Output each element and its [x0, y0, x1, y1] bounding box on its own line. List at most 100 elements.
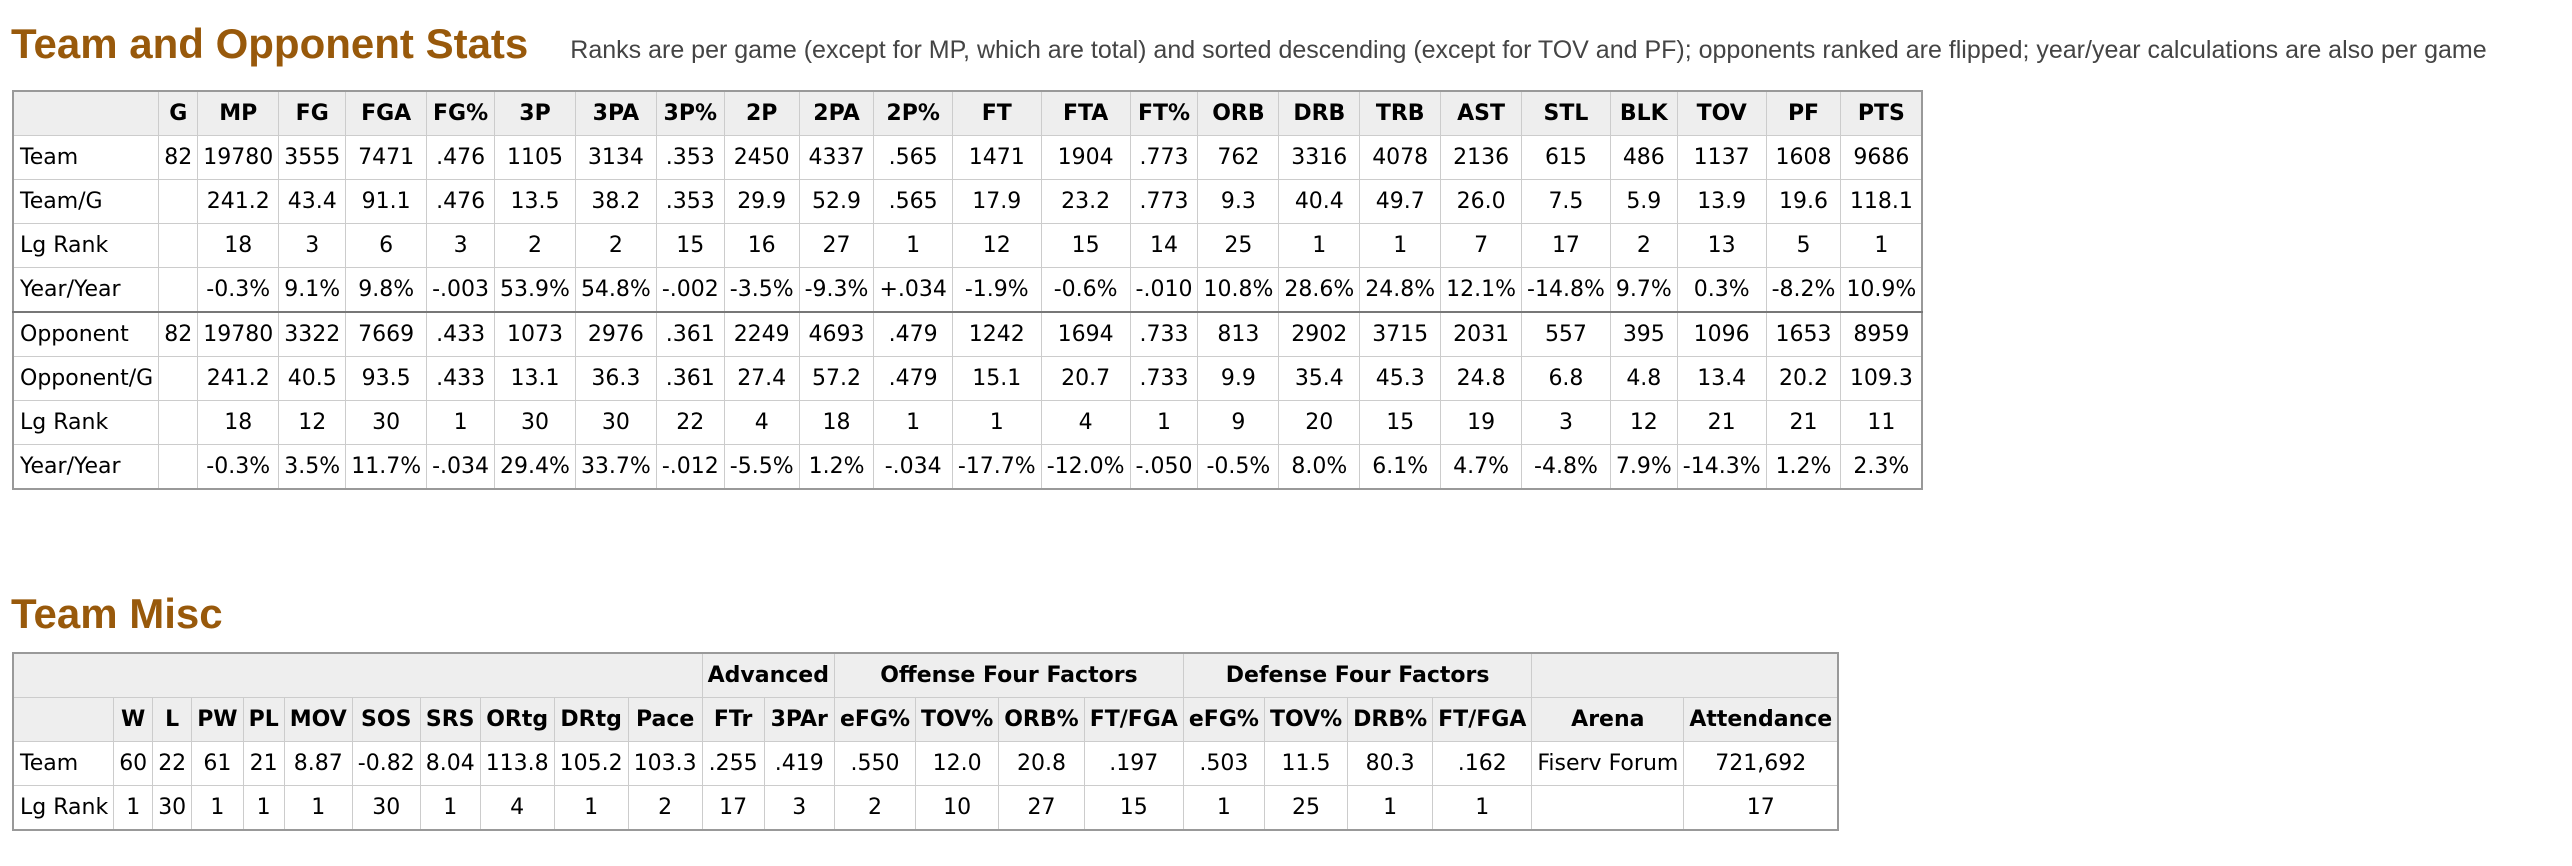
- stats-cell: 15.1: [951, 356, 1042, 401]
- stats-cell: 30: [574, 400, 657, 445]
- misc-header-ft-fga[interactable]: FT/FGA: [1432, 697, 1533, 742]
- stats-header-fga[interactable]: FGA: [345, 90, 428, 136]
- misc-header-drtg[interactable]: DRtg: [553, 697, 629, 742]
- stats-cell: 82: [158, 135, 199, 180]
- stats-cell: 1471: [951, 135, 1042, 180]
- stats-cell: .361: [655, 311, 725, 357]
- stats-header-drb[interactable]: DRB: [1278, 90, 1361, 136]
- stats-cell: 2902: [1278, 311, 1361, 357]
- stats-cell: 1608: [1765, 135, 1842, 180]
- stats-cell: 109.3: [1840, 356, 1923, 401]
- stats-row: Lg Rank 18 12 30 1 30 30 22 4 18 1 1 4 1 9 20 15 19 3 12 21 2…: [12, 400, 1923, 445]
- stats-row-label: Opponent: [12, 311, 160, 357]
- misc-header-l[interactable]: L: [152, 697, 193, 742]
- misc-cell: 1: [113, 785, 154, 831]
- stats-header-orb[interactable]: ORB: [1197, 90, 1280, 136]
- misc-cell: 1: [1432, 785, 1533, 831]
- stats-cell: 241.2: [197, 179, 280, 224]
- stats-header-ast[interactable]: AST: [1440, 90, 1523, 136]
- stats-cell: -17.7%: [951, 444, 1042, 490]
- stats-cell: 30: [494, 400, 576, 445]
- misc-header-arena[interactable]: Arena: [1531, 697, 1685, 742]
- stats-row: Year/Year -0.3% 9.1% 9.8% -.003 53.9% 54.8% -.0…: [12, 267, 1923, 313]
- misc-cell: 1: [242, 785, 285, 831]
- misc-header-srs[interactable]: SRS: [419, 697, 481, 742]
- stats-cell: 0.3%: [1676, 267, 1767, 313]
- stats-cell: 2.3%: [1840, 444, 1923, 490]
- stats-header-3pa[interactable]: 3PA: [574, 90, 657, 136]
- misc-header-pw[interactable]: PW: [191, 697, 244, 742]
- stats-cell: 10.8%: [1197, 267, 1280, 313]
- misc-header-ftr[interactable]: FTr: [701, 697, 765, 742]
- stats-header-blk[interactable]: BLK: [1609, 90, 1678, 136]
- misc-header-3par[interactable]: 3PAr: [763, 697, 835, 742]
- stats-header-pf[interactable]: PF: [1765, 90, 1842, 136]
- misc-cell: [1531, 785, 1685, 831]
- stats-cell: 4.8: [1609, 356, 1678, 401]
- stats-cell: -0.5%: [1197, 444, 1280, 490]
- stats-cell: 52.9: [798, 179, 875, 224]
- stats-row-label: Team/G: [12, 179, 160, 224]
- stats-cell: 4693: [798, 311, 875, 357]
- stats-header-tov[interactable]: TOV: [1676, 90, 1767, 136]
- misc-cell: 113.8: [479, 741, 555, 786]
- stats-header-ft-[interactable]: FT%: [1129, 90, 1199, 136]
- misc-header-ft-fga[interactable]: FT/FGA: [1083, 697, 1184, 742]
- stats-cell: 6: [345, 223, 428, 268]
- stats-header-3p[interactable]: 3P: [494, 90, 576, 136]
- stats-header-2p[interactable]: 2P: [723, 90, 800, 136]
- misc-header-w[interactable]: W: [113, 697, 154, 742]
- stats-header-2p-[interactable]: 2P%: [873, 90, 953, 136]
- stats-cell: 9686: [1840, 135, 1923, 180]
- misc-header-orb-[interactable]: ORB%: [998, 697, 1085, 742]
- stats-cell: 1653: [1765, 311, 1842, 357]
- stats-cell: 3: [278, 223, 347, 268]
- misc-header: Team Misc: [11, 590, 223, 638]
- stats-cell: 1: [1840, 223, 1923, 268]
- stats-cell: 813: [1197, 311, 1280, 357]
- misc-header-efg-[interactable]: eFG%: [833, 697, 917, 742]
- stats-cell: 9.9: [1197, 356, 1280, 401]
- stats-cell: 2976: [574, 311, 657, 357]
- misc-header-tov-[interactable]: TOV%: [1263, 697, 1349, 742]
- stats-header-g[interactable]: G: [158, 90, 199, 136]
- stats-cell: 762: [1197, 135, 1280, 180]
- misc-cell: 27: [998, 785, 1085, 831]
- stats-row-label: Year/Year: [12, 267, 160, 313]
- stats-header-trb[interactable]: TRB: [1359, 90, 1442, 136]
- misc-header-drb-[interactable]: DRB%: [1347, 697, 1434, 742]
- stats-header-fg-[interactable]: FG%: [426, 90, 496, 136]
- stats-header-mp[interactable]: MP: [197, 90, 280, 136]
- stats-cell: 486: [1609, 135, 1678, 180]
- stats-cell: 3134: [574, 135, 657, 180]
- misc-header-pace[interactable]: Pace: [627, 697, 703, 742]
- stats-header-3p-[interactable]: 3P%: [655, 90, 725, 136]
- stats-cell: 1: [873, 400, 953, 445]
- stats-cell: 1: [1129, 400, 1199, 445]
- stats-cell: .773: [1129, 135, 1199, 180]
- stats-cell: .773: [1129, 179, 1199, 224]
- misc-header-efg-[interactable]: eFG%: [1182, 697, 1265, 742]
- stats-header-blank[interactable]: [12, 90, 160, 136]
- misc-header-tov-[interactable]: TOV%: [915, 697, 1000, 742]
- stats-cell: 7669: [345, 311, 428, 357]
- stats-header-2pa[interactable]: 2PA: [798, 90, 875, 136]
- stats-header-fg[interactable]: FG: [278, 90, 347, 136]
- misc-header-pl[interactable]: PL: [242, 697, 285, 742]
- stats-row-label: Lg Rank: [12, 400, 160, 445]
- stats-cell: -.034: [873, 444, 953, 490]
- stats-header-pts[interactable]: PTS: [1840, 90, 1923, 136]
- stats-cell: .479: [873, 356, 953, 401]
- misc-header-blank[interactable]: [12, 697, 115, 742]
- misc-header-sos[interactable]: SOS: [351, 697, 421, 742]
- stats-cell: -.003: [426, 267, 496, 313]
- misc-header-attendance[interactable]: Attendance: [1683, 697, 1839, 742]
- misc-header-ortg[interactable]: ORtg: [479, 697, 555, 742]
- stats-header-fta[interactable]: FTA: [1040, 90, 1131, 136]
- stats-header-stl[interactable]: STL: [1521, 90, 1611, 136]
- stats-cell: 615: [1521, 135, 1611, 180]
- stats-header-ft[interactable]: FT: [951, 90, 1042, 136]
- stats-cell: 11.7%: [345, 444, 428, 490]
- misc-header-mov[interactable]: MOV: [283, 697, 353, 742]
- stats-cell: .353: [655, 179, 725, 224]
